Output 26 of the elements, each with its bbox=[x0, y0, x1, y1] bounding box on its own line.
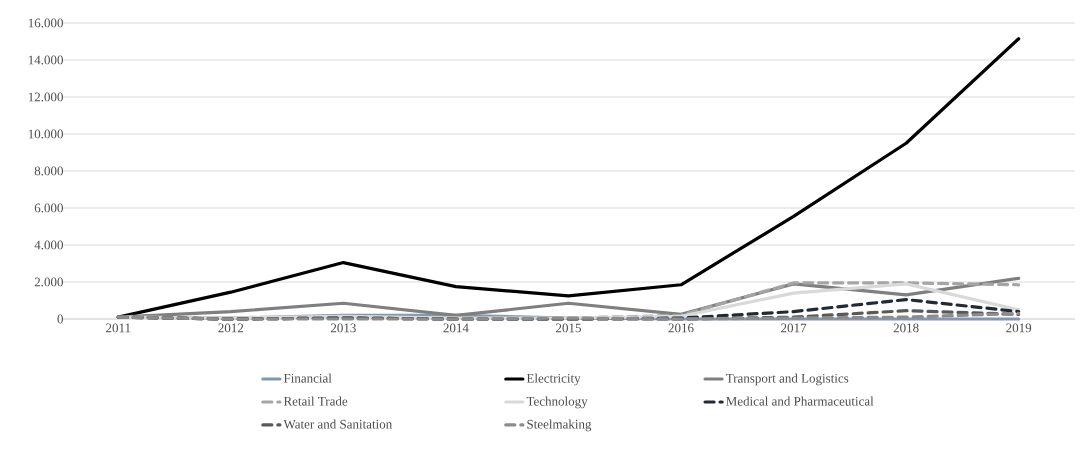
x-tick-label: 2018 bbox=[893, 323, 919, 333]
x-tick-label: 2015 bbox=[556, 323, 581, 333]
y-tick-label: 10.000 bbox=[28, 129, 63, 139]
legend-label: Steelmaking bbox=[527, 419, 592, 432]
y-tick-label: 12.000 bbox=[28, 92, 63, 102]
legend-label: Electricity bbox=[526, 373, 581, 386]
y-tick-label: 6.000 bbox=[34, 203, 63, 213]
legend-label: Transport and Logistics bbox=[725, 373, 849, 386]
legend-label: Water and Sanitation bbox=[283, 419, 393, 429]
y-tick-label: 4.000 bbox=[34, 240, 63, 250]
y-tick-label: 2.000 bbox=[34, 277, 63, 287]
x-tick-label: 2013 bbox=[330, 323, 356, 333]
legend-label: Financial bbox=[283, 373, 332, 383]
x-tick-label: 2016 bbox=[668, 323, 694, 333]
legend-label: Medical and Pharmaceutical bbox=[726, 396, 874, 406]
y-tick-label: 14.000 bbox=[28, 55, 63, 65]
x-tick-label: 2019 bbox=[1006, 323, 1032, 333]
y-tick-label: 0 bbox=[57, 314, 63, 324]
x-tick-label: 2012 bbox=[218, 323, 244, 333]
x-tick-label: 2014 bbox=[443, 323, 469, 333]
x-tick-label: 2017 bbox=[781, 323, 807, 333]
legend-label: Retail Trade bbox=[283, 396, 348, 406]
y-tick-label: 8.000 bbox=[34, 166, 63, 176]
legend-label: Technology bbox=[526, 396, 588, 409]
x-tick-label: 2011 bbox=[106, 323, 131, 333]
y-tick-label: 16.000 bbox=[28, 18, 63, 28]
